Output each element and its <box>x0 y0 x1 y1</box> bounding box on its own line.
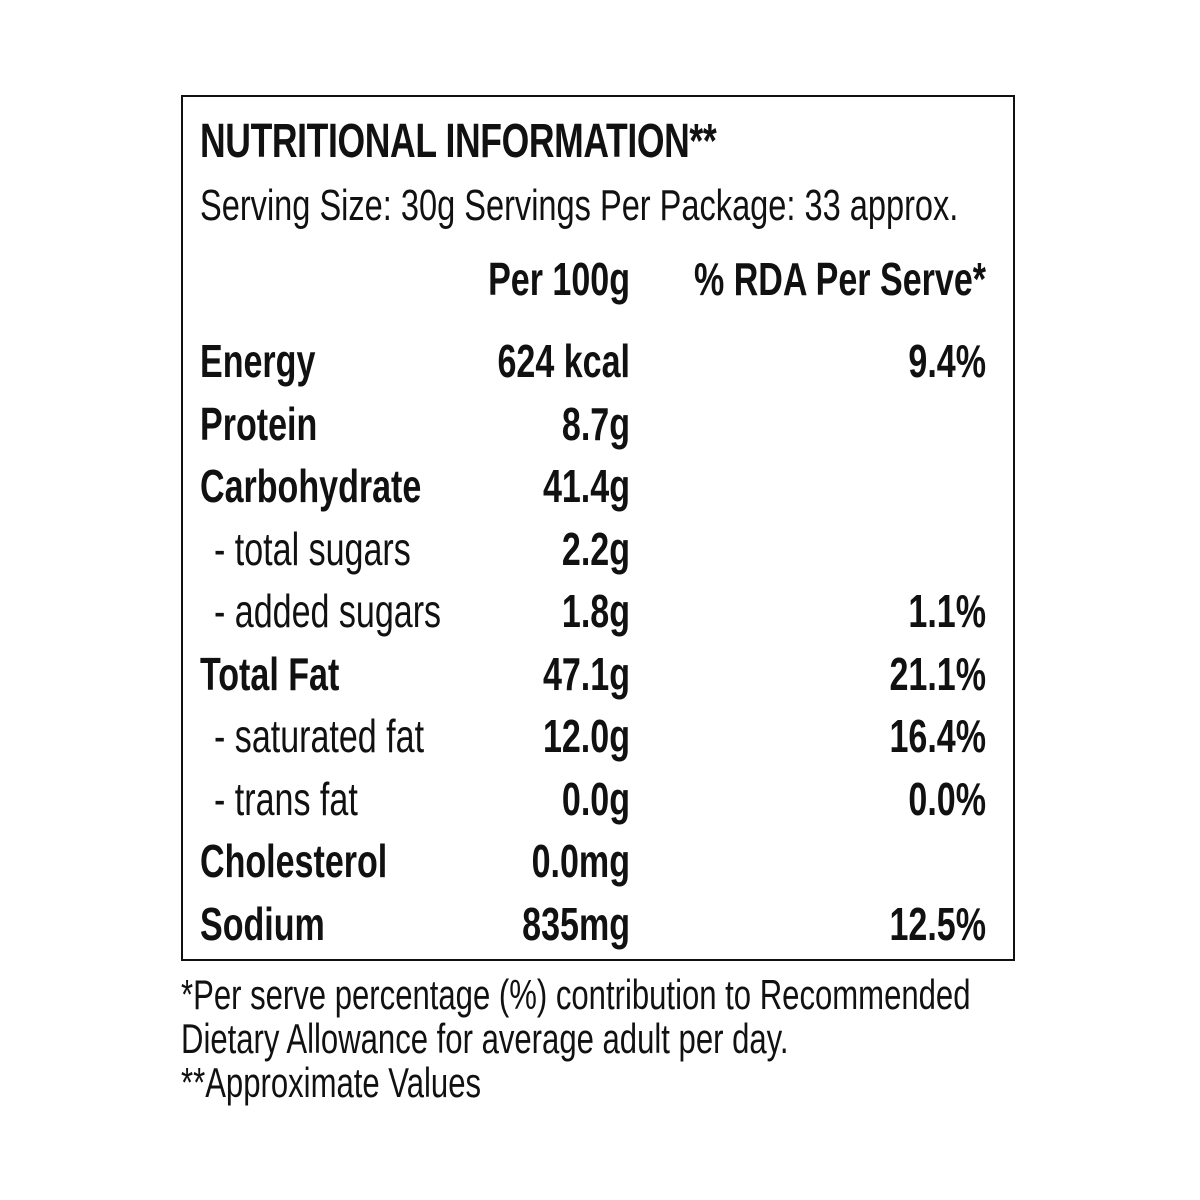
nutrient-name-text: - added sugars <box>214 585 442 637</box>
nutrient-row: Carbohydrate 41.4g <box>183 458 1013 521</box>
nutrient-rda-text: 1.1% <box>908 585 986 637</box>
nutrient-value: 0.0g <box>330 771 630 827</box>
footnote-rda-line-1: *Per serve percentage (%) contribution t… <box>181 971 971 1018</box>
column-header-per-100g-text: Per 100g <box>488 253 630 305</box>
nutrient-row: - total sugars 2.2g <box>183 521 1013 584</box>
nutrient-rda: 9.4% <box>686 333 986 389</box>
nutrient-name-text: Cholesterol <box>200 835 388 887</box>
nutrient-name-text: Protein <box>200 397 318 450</box>
nutrient-rda: 0.0% <box>686 771 986 827</box>
nutrient-row: - saturated fat 12.0g 16.4% <box>183 708 1013 771</box>
nutrient-value-text: 47.1g <box>542 647 630 700</box>
footnotes: *Per serve percentage (%) contribution t… <box>181 973 1181 1105</box>
nutrient-value-text: 835mg <box>522 897 630 950</box>
column-header-rda-text: % RDA Per Serve* <box>694 253 986 305</box>
nutrient-name: - total sugars <box>200 521 814 577</box>
nutrient-rda: 16.4% <box>686 708 986 764</box>
nutrient-rda-text: 16.4% <box>889 710 986 762</box>
footnote-rda-continued: Dietary Allowance for average adult per … <box>181 1017 1181 1061</box>
nutrient-value-text: 8.7g <box>561 397 630 450</box>
serving-info: Serving Size: 30g Servings Per Package: … <box>200 180 1200 232</box>
nutrient-row: Energy 624 kcal 9.4% <box>183 333 1013 396</box>
nutrient-row: Total Fat 47.1g 21.1% <box>183 646 1013 709</box>
nutrient-name: Total Fat <box>200 646 800 702</box>
nutrient-value: 12.0g <box>330 708 630 764</box>
nutrient-row: - trans fat 0.0g 0.0% <box>183 771 1013 834</box>
nutrient-rda-text: 21.1% <box>889 647 986 700</box>
nutrient-value: 47.1g <box>330 646 630 702</box>
column-header-rda: % RDA Per Serve* <box>566 252 986 306</box>
nutrient-value: 1.8g <box>330 583 630 639</box>
panel-title: NUTRITIONAL INFORMATION** <box>200 114 898 170</box>
nutrient-row: Sodium 835mg 12.5% <box>183 896 1013 959</box>
nutrient-name: Cholesterol <box>200 833 800 889</box>
nutrient-value-text: 2.2g <box>561 522 630 575</box>
nutrient-name: Sodium <box>200 896 800 952</box>
nutrient-name: - trans fat <box>200 771 814 827</box>
nutrient-name: - added sugars <box>200 583 814 639</box>
nutrient-rda: 12.5% <box>686 896 986 952</box>
nutrient-value: 8.7g <box>330 396 630 452</box>
nutrient-row: Cholesterol 0.0mg <box>183 833 1013 896</box>
nutrient-table: Energy 624 kcal 9.4% Protein 8.7g Carboh… <box>183 333 1013 958</box>
nutrient-row: Protein 8.7g <box>183 396 1013 459</box>
panel-title-text: NUTRITIONAL INFORMATION** <box>200 115 717 168</box>
nutrient-name-text: Sodium <box>200 897 325 950</box>
nutrient-rda: 21.1% <box>686 646 986 702</box>
nutrient-row: - added sugars 1.8g 1.1% <box>183 583 1013 646</box>
nutrient-name-text: Energy <box>200 335 316 387</box>
nutrient-value: 2.2g <box>330 521 630 577</box>
nutrient-name-text: - trans fat <box>214 772 358 825</box>
nutrient-rda-text: 0.0% <box>908 772 986 825</box>
nutrient-value-text: 12.0g <box>542 710 630 762</box>
serving-info-text: Serving Size: 30g Servings Per Package: … <box>200 181 959 230</box>
footnote-approximate: **Approximate Values <box>181 1061 1181 1105</box>
nutrient-rda: 1.1% <box>686 583 986 639</box>
nutrient-rda-text: 12.5% <box>889 897 986 950</box>
nutrient-value-text: 0.0g <box>561 772 630 825</box>
column-header-per-100g: Per 100g <box>330 252 630 306</box>
nutrient-rda-text: 9.4% <box>908 335 986 387</box>
nutrient-value: 0.0mg <box>330 833 630 889</box>
nutrient-name-text: Carbohydrate <box>200 460 422 512</box>
nutrient-name-text: - saturated fat <box>214 710 425 762</box>
nutrient-name: Protein <box>200 396 800 452</box>
nutrient-name-text: - total sugars <box>214 522 411 575</box>
nutrient-name: - saturated fat <box>200 708 814 764</box>
nutrient-name: Carbohydrate <box>200 458 800 514</box>
nutrient-value: 624 kcal <box>330 333 630 389</box>
nutrient-value-text: 624 kcal <box>497 335 630 387</box>
nutrient-name: Energy <box>200 333 800 389</box>
nutrient-name-text: Total Fat <box>200 647 340 700</box>
nutrient-value-text: 0.0mg <box>531 835 630 887</box>
nutrient-value-text: 41.4g <box>542 460 630 512</box>
footnote-rda-line-2: Dietary Allowance for average adult per … <box>181 1015 789 1062</box>
footnote-rda: *Per serve percentage (%) contribution t… <box>181 973 1181 1017</box>
footnote-approximate-text: **Approximate Values <box>181 1059 482 1106</box>
nutrient-value: 41.4g <box>330 458 630 514</box>
nutrition-panel: NUTRITIONAL INFORMATION** Serving Size: … <box>181 95 1015 961</box>
nutrient-value-text: 1.8g <box>561 585 630 637</box>
nutrient-value: 835mg <box>330 896 630 952</box>
